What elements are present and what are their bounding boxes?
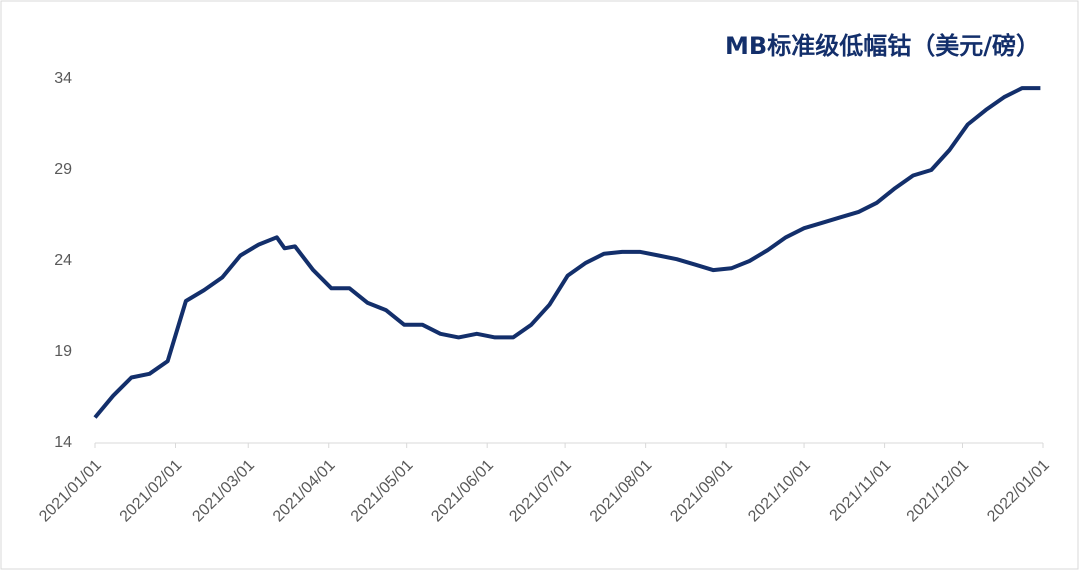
y-tick-label: 24 (54, 252, 72, 269)
y-tick-label: 14 (54, 434, 72, 451)
chart-title: MB标准级低幅钴（美元/磅） (725, 32, 1040, 60)
y-tick-label: 19 (54, 343, 72, 360)
y-tick-label: 34 (54, 70, 72, 87)
y-tick-label: 29 (54, 161, 72, 178)
data-line (93, 86, 1041, 419)
